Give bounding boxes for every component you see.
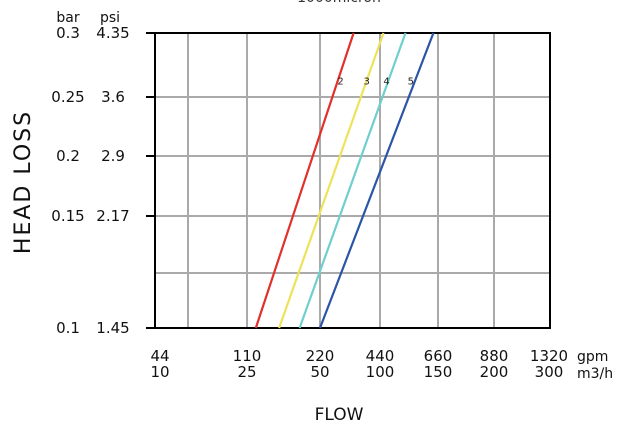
x-tick-label-m3h: 50 <box>310 363 329 381</box>
x-tick-label-gpm: 110 <box>233 347 262 365</box>
x-tick-label-gpm: 660 <box>424 347 453 365</box>
x-unit-gpm: gpm <box>577 349 608 365</box>
series-lines <box>254 32 435 329</box>
x-tick-label-m3h: 100 <box>366 363 395 381</box>
x-tick-label-m3h: 10 <box>150 363 169 381</box>
y-tick-label-bar: 0.15 <box>51 207 84 225</box>
series-label-2: 2 <box>337 76 343 87</box>
y-tick-label-psi: 3.6 <box>101 88 125 106</box>
series-line-3 <box>278 32 385 329</box>
x-tick-label-gpm: 44 <box>150 347 169 365</box>
y-tick-label-bar: 0.25 <box>51 88 84 106</box>
series-line-5 <box>318 32 435 329</box>
chart-title: 1000micron <box>297 0 381 6</box>
x-tick-label-gpm: 440 <box>366 347 395 365</box>
y-tick-label-bar: 0.2 <box>56 147 80 165</box>
x-tick-label-m3h: 300 <box>535 363 564 381</box>
x-tick-label-gpm: 1320 <box>530 347 568 365</box>
y-axis-label: HEAD LOSS <box>11 110 36 254</box>
x-axis-label: FLOW <box>315 405 364 425</box>
series-line-2 <box>254 32 355 329</box>
x-tick-label-m3h: 200 <box>480 363 509 381</box>
x-tick-label-m3h: 150 <box>424 363 453 381</box>
y-unit-bar: bar <box>56 10 79 26</box>
y-unit-psi: psi <box>100 10 120 26</box>
series-label-5: 5 <box>408 76 414 87</box>
y-tick-label-psi: 2.9 <box>101 147 125 165</box>
y-tick-label-bar: 0.1 <box>56 319 80 337</box>
series-label-4: 4 <box>383 76 389 87</box>
grid <box>146 32 550 329</box>
y-tick-label-psi: 4.35 <box>96 24 129 42</box>
series-labels: 2 3 4 5 <box>337 76 414 87</box>
x-tick-label-m3h: 25 <box>237 363 256 381</box>
y-tick-label-psi: 1.45 <box>96 319 129 337</box>
x-tick-label-gpm: 880 <box>480 347 509 365</box>
x-unit-m3h: m3/h <box>577 366 613 382</box>
y-tick-label-bar: 0.3 <box>56 24 80 42</box>
x-tick-label-gpm: 220 <box>306 347 335 365</box>
series-label-3: 3 <box>364 76 370 87</box>
series-line-4 <box>298 32 407 329</box>
y-tick-labels: 0.3 4.35 0.25 3.6 0.2 2.9 0.15 2.17 0.1 1.45 <box>51 24 129 337</box>
y-tick-label-psi: 2.17 <box>96 207 129 225</box>
